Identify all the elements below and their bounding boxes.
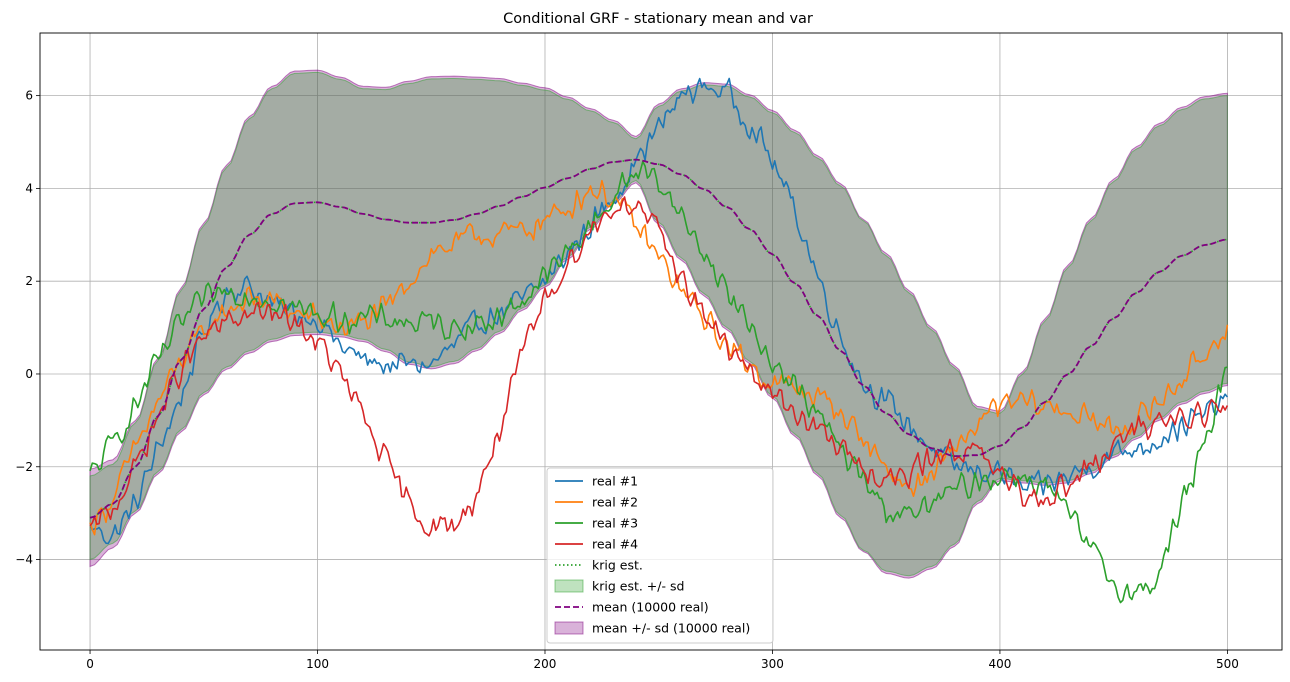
y-tick-label: 4 bbox=[25, 181, 33, 195]
axes-frame bbox=[39, 32, 1283, 651]
y-tick-label: −4 bbox=[15, 553, 33, 567]
legend-label-real3: real #3 bbox=[592, 516, 638, 531]
legend-label-real1: real #1 bbox=[592, 474, 638, 489]
ticks: 0 100 200 300 400 500 −4 −2 0 2 4 6 bbox=[15, 89, 1239, 671]
plot-area bbox=[39, 32, 1283, 651]
y-tick-label: 0 bbox=[25, 367, 33, 381]
legend-swatch-mean_band bbox=[554, 621, 584, 635]
series-lines bbox=[89, 77, 1229, 604]
x-tick-label: 100 bbox=[306, 657, 329, 671]
legend-swatch-krig_band bbox=[554, 579, 584, 593]
x-tick-label: 500 bbox=[1216, 657, 1239, 671]
legend-label-mean: mean (10000 real) bbox=[592, 600, 709, 615]
y-tick-label: 6 bbox=[25, 89, 33, 103]
x-tick-label: 400 bbox=[988, 657, 1011, 671]
chart-title: Conditional GRF - stationary mean and va… bbox=[503, 11, 813, 27]
legend-label-krig_band: krig est. +/- sd bbox=[592, 579, 684, 594]
x-tick-label: 0 bbox=[86, 657, 94, 671]
grid bbox=[40, 33, 1282, 650]
series-line-real3 bbox=[89, 160, 1228, 604]
legend-box bbox=[546, 467, 774, 644]
series-line-real4 bbox=[89, 196, 1229, 537]
series-line-real1 bbox=[89, 77, 1229, 545]
legend-label-krig: krig est. bbox=[592, 558, 643, 573]
series-line-real2 bbox=[89, 179, 1229, 536]
legend-label-real4: real #4 bbox=[592, 537, 638, 552]
krig-sd-band bbox=[89, 71, 1228, 577]
x-tick-label: 200 bbox=[534, 657, 557, 671]
mean-line bbox=[89, 158, 1228, 519]
x-tick-label: 300 bbox=[761, 657, 784, 671]
legend-label-real2: real #2 bbox=[592, 495, 638, 510]
y-tick-label: −2 bbox=[15, 460, 33, 474]
legend-label-mean_band: mean +/- sd (10000 real) bbox=[592, 621, 750, 636]
y-tick-label: 2 bbox=[25, 274, 33, 288]
legend: real #1 real #2 real #3 real #4 krig est. kri… bbox=[546, 467, 774, 644]
